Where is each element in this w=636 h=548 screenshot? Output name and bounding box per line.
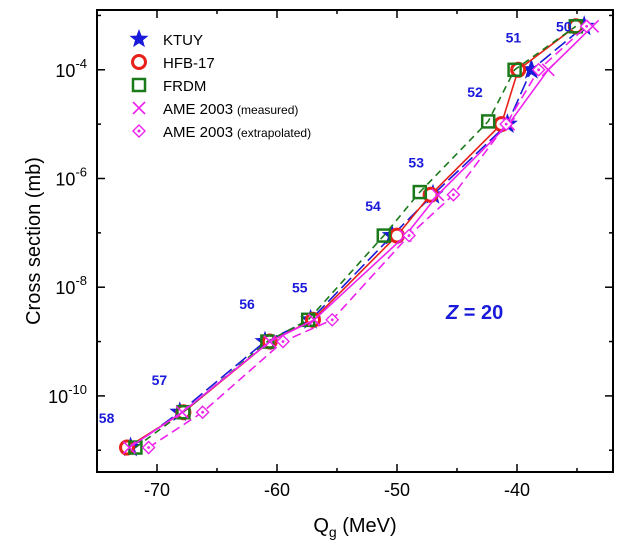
- x-axis-label-main: Q: [313, 515, 329, 537]
- data-point-diamond-dot: [330, 318, 334, 322]
- data-point-diamond-dot: [281, 340, 285, 343]
- y-tick-label: 10-6: [55, 164, 87, 189]
- legend-item-frdm: FRDM: [131, 77, 206, 95]
- legend-item-ktuy: KTUY: [129, 29, 203, 49]
- data-point-diamond-dot: [504, 122, 508, 126]
- data-point-cross: [307, 313, 321, 327]
- y-tick-label: 10-4: [55, 56, 87, 81]
- data-point-cross: [541, 63, 555, 77]
- legend-item-ame-measured: AME 2003 (measured): [132, 101, 298, 118]
- data-point-diamond-dot: [585, 24, 588, 28]
- series-diamond: [141, 19, 594, 455]
- legend: KTUY HFB-17 FRDM AME 2003 (measured) AME …: [129, 29, 311, 141]
- legend-label-ktuy: KTUY: [163, 32, 203, 49]
- y-tick-label: 10-10: [48, 382, 87, 407]
- x-axis-label-unit: (MeV): [337, 515, 397, 537]
- data-point-circle: [119, 439, 135, 456]
- legend-label-frdm: FRDM: [163, 78, 206, 95]
- data-point-cross: [122, 440, 136, 455]
- legend-label-hfb17: HFB-17: [163, 55, 215, 72]
- data-point-diamond-dot: [147, 446, 151, 449]
- mass-labels: 58 57 56 55 54 53 52 51 50: [99, 19, 572, 426]
- diamond-center-dot: [137, 129, 141, 133]
- data-point-cross: [263, 334, 277, 349]
- mass-number-label: 53: [408, 155, 424, 171]
- circle-icon: [131, 54, 147, 70]
- x-axis-label: Qg (MeV): [313, 515, 396, 540]
- data-point-cross: [431, 188, 445, 202]
- series-line: [130, 25, 585, 449]
- data-point-square: [480, 114, 496, 129]
- z-value: = 20: [458, 302, 503, 324]
- mass-number-label: 52: [467, 84, 483, 100]
- plot-frame: [96, 9, 614, 473]
- data-point-diamond-dot: [452, 193, 455, 197]
- legend-item-hfb17: HFB-17: [131, 54, 215, 72]
- mass-number-label: 57: [152, 372, 168, 388]
- legend-label-ame-extrapolated: AME 2003 (extrapolated): [163, 124, 311, 141]
- z-annotation: Z = 20: [445, 302, 503, 324]
- y-tick-label: 10-8: [55, 273, 87, 298]
- z-symbol: Z: [445, 302, 459, 324]
- x-tick-label: -40: [504, 480, 530, 500]
- axes-layer: -70 -60 -50 -40 10-4 10-6 10-8 10-10: [48, 10, 613, 500]
- diamond-icon: [132, 124, 146, 138]
- mass-number-label: 54: [365, 198, 381, 214]
- data-point-diamond-dot: [407, 234, 411, 237]
- data-point-cross: [175, 405, 189, 419]
- data-point-star: [520, 58, 542, 79]
- legend-item-ame-extrapolated: AME 2003 (extrapolated): [132, 124, 311, 141]
- mass-number-label: 58: [99, 410, 115, 426]
- cross-icon: [132, 101, 146, 115]
- mass-number-label: 56: [239, 296, 255, 312]
- mass-number-label: 55: [292, 280, 308, 296]
- data-point-square: [376, 228, 392, 243]
- x-tick-label: -60: [264, 480, 290, 500]
- series-layer: [119, 15, 600, 457]
- x-axis-label-sub: g: [329, 524, 337, 540]
- data-point-square: [176, 404, 191, 420]
- data-point-diamond-dot: [537, 68, 540, 72]
- data-point-square: [507, 62, 522, 78]
- data-point-circle: [510, 61, 527, 78]
- square-icon: [131, 77, 147, 93]
- mass-number-label: 50: [556, 19, 572, 35]
- data-point-diamond-dot: [201, 410, 205, 414]
- y-axis-label: Cross section (mb): [23, 157, 45, 325]
- data-point-square: [260, 334, 275, 349]
- legend-label-ame-measured: AME 2003 (measured): [163, 101, 298, 118]
- mass-number-label: 51: [506, 30, 522, 46]
- data-point-square: [412, 184, 428, 200]
- x-tick-label: -70: [144, 480, 170, 500]
- x-tick-label: -50: [384, 480, 410, 500]
- star-icon: [129, 29, 149, 48]
